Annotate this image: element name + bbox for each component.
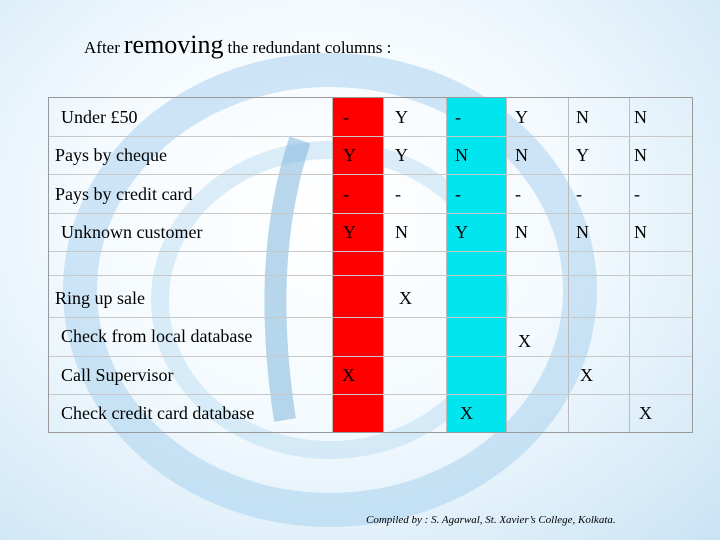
table-cell: X [580,365,593,385]
action-label: Check from local database [61,326,253,346]
table-cell: N [395,222,408,242]
credit-footer: Compiled by : S. Agarwal, St. Xavier’s C… [366,514,616,526]
table-cell: - [634,184,640,204]
table-cell: - [576,184,582,204]
table-cell: Y [395,145,408,165]
title-prefix: After [84,38,120,57]
table-cell: - [395,184,401,204]
table-cell: N [576,222,589,242]
table-cell: Y [395,107,408,127]
table-cell: X [639,403,652,423]
table-cell: - [455,107,461,127]
table-cell: Y [515,107,528,127]
condition-label: Under £50 [61,107,138,127]
table-cell: - [343,184,349,204]
table-cell: Y [455,222,468,242]
table-cell: N [634,222,647,242]
condition-label: Pays by cheque [55,145,167,165]
table-cell: Y [576,145,589,165]
table-cell: X [460,403,473,423]
condition-label: Pays by credit card [55,184,193,204]
table-cell: Y [343,222,356,242]
table-cell: Y [343,145,356,165]
table-cell: X [399,288,412,308]
table-cell: N [634,107,647,127]
highlight-column-1 [332,98,383,432]
table-cell: N [455,145,468,165]
table-cell: N [634,145,647,165]
table-cell: - [455,184,461,204]
highlight-column-3 [446,98,506,432]
table-cell: - [343,107,349,127]
table-cell: N [515,222,528,242]
slide-title: After removing the redundant columns : [84,30,391,60]
table-cell: X [342,365,355,385]
table-cell: N [576,107,589,127]
condition-label: Unknown customer [61,222,203,242]
action-label: Call Supervisor [61,365,174,385]
title-suffix: the redundant columns : [227,38,392,57]
title-emphasis: removing [123,30,224,59]
action-label: Ring up sale [55,288,145,308]
table-cell: X [518,331,531,351]
decision-table: Under £50 Pays by cheque Pays by credit … [48,97,693,433]
table-cell: - [515,184,521,204]
table-cell: N [515,145,528,165]
action-label: Check credit card database [61,403,255,423]
